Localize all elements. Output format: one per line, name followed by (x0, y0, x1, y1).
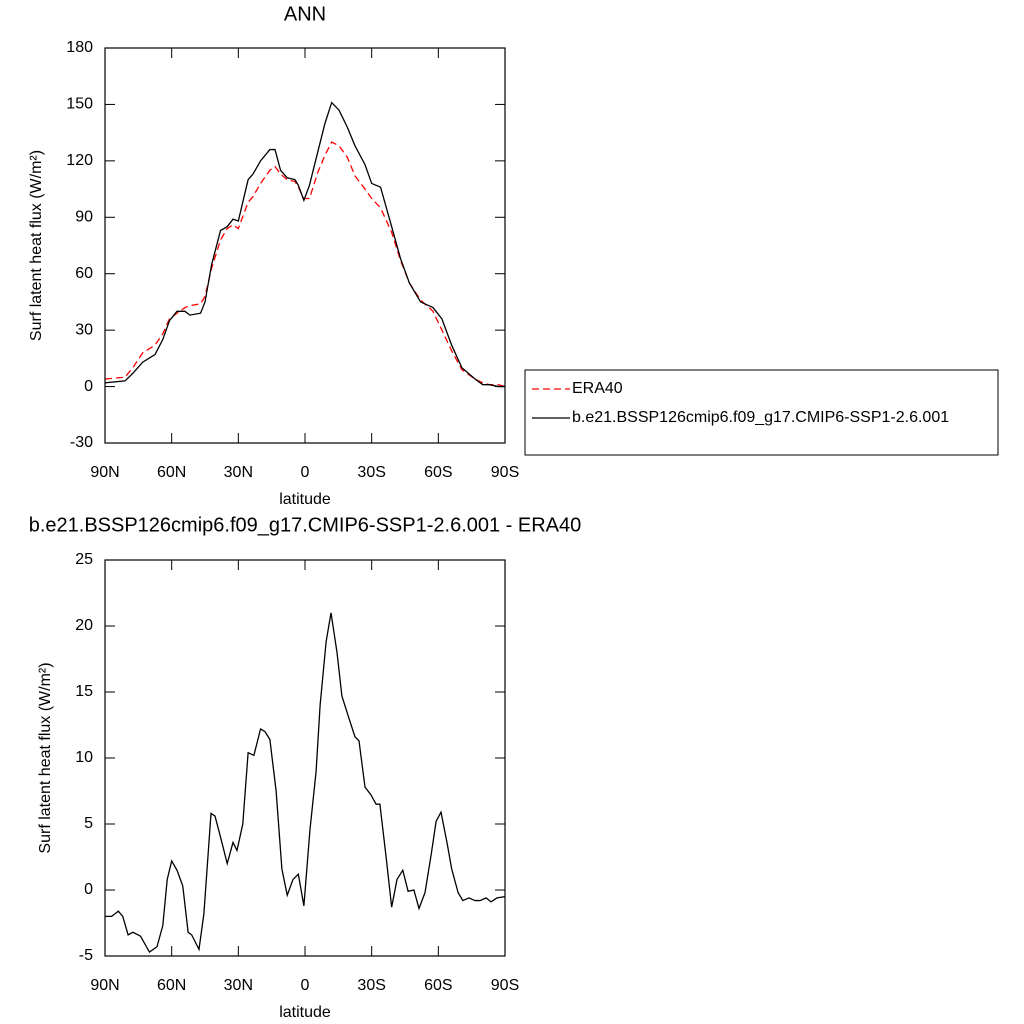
data-line (104, 101, 505, 388)
legend-label: b.e21.BSSP126cmip6.f09_g17.CMIP6-SSP1-2.… (572, 409, 949, 426)
x-tick-label: 90N (90, 977, 119, 994)
y-tick-label: 120 (66, 152, 93, 169)
plot-frame (104, 47, 506, 444)
x-tick-label: 30S (357, 464, 385, 481)
x-tick-label: 0 (301, 464, 310, 481)
x-tick-label: 60N (157, 977, 186, 994)
y-tick-label: 20 (75, 617, 93, 634)
x-tick-label: 90N (90, 464, 119, 481)
y-tick-label: 5 (84, 815, 93, 832)
x-tick-label: 60S (424, 977, 452, 994)
data-line (105, 612, 506, 953)
data-line (104, 141, 506, 388)
y-tick-label: 60 (75, 265, 93, 282)
y-tick-label: 30 (75, 321, 93, 338)
y-tick-label: 10 (75, 749, 93, 766)
y-tick-label: 150 (66, 96, 93, 113)
y-axis-label: Surf latent heat flux (W/m²) (28, 150, 45, 341)
y-tick-label: 180 (66, 39, 93, 56)
y-tick-label: 90 (75, 209, 93, 226)
x-tick-label: 30N (224, 977, 253, 994)
y-tick-label: 0 (84, 881, 93, 898)
plot-frame (104, 559, 506, 957)
x-tick-label: 30N (224, 464, 253, 481)
x-tick-label: 30S (357, 977, 385, 994)
chart-title: ANN (284, 3, 326, 25)
y-tick-label: 25 (75, 551, 93, 568)
x-axis-label: latitude (279, 1004, 331, 1021)
y-tick-label: 0 (84, 378, 93, 395)
chart-title: b.e21.BSSP126cmip6.f09_g17.CMIP6-SSP1-2.… (29, 514, 582, 536)
legend-box (524, 369, 999, 456)
y-tick-label: 15 (75, 683, 93, 700)
legend-label: ERA40 (572, 380, 623, 397)
x-tick-label: 60N (157, 464, 186, 481)
x-tick-label: 60S (424, 464, 452, 481)
x-axis-label: latitude (279, 491, 331, 508)
y-tick-label: -5 (79, 947, 93, 964)
x-tick-label: 90S (491, 464, 519, 481)
x-tick-label: 90S (491, 977, 519, 994)
y-tick-label: -30 (70, 434, 93, 451)
y-axis-label: Surf latent heat flux (W/m²) (37, 662, 54, 853)
x-tick-label: 0 (301, 977, 310, 994)
